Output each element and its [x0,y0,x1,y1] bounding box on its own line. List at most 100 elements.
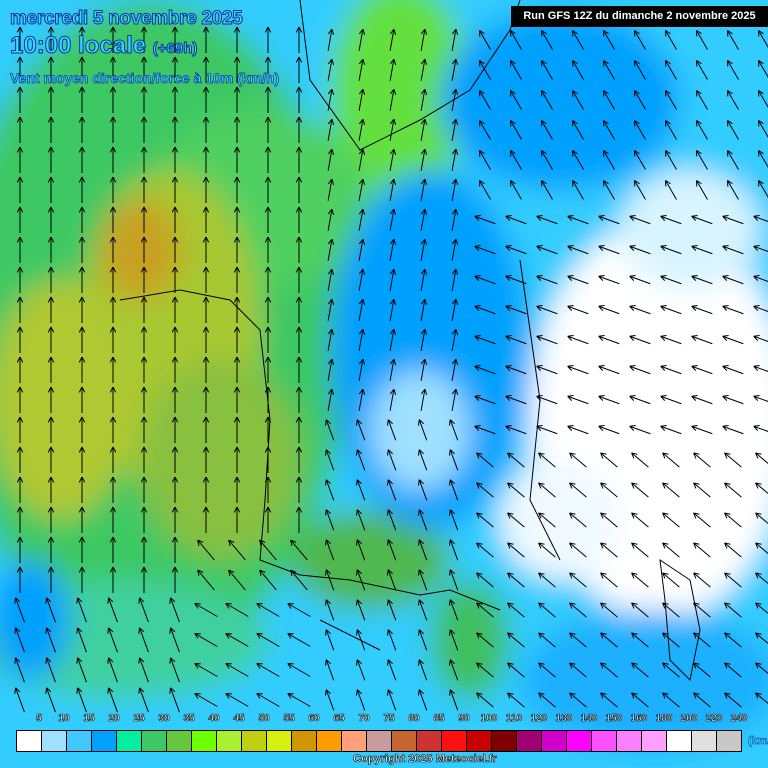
wind-arrow [233,56,241,83]
wind-arrow [510,90,522,110]
wind-arrow [325,629,335,651]
wind-arrow [287,663,311,677]
wind-arrow [449,629,459,651]
wind-arrow [631,632,649,648]
wind-arrow [264,326,272,353]
wind-arrow [567,425,589,435]
wind-arrow [109,206,117,233]
wind-arrow [691,245,713,255]
wind-arrow [476,482,494,498]
legend-label: 200 [680,713,698,725]
wind-arrow [420,298,428,321]
wind-arrow [47,446,55,473]
wind-arrow [567,215,589,225]
legend-label: 5 [36,713,42,725]
wind-arrow [295,86,303,113]
wind-arrow [510,180,522,200]
wind-arrow [109,386,117,413]
wind-arrow [696,150,708,170]
wind-arrow [665,90,677,110]
wind-arrow [358,88,366,111]
wind-arrow [418,569,428,591]
wind-arrow [16,476,24,503]
wind-arrow [724,662,742,678]
wind-arrow [295,116,303,143]
wind-arrow [78,206,86,233]
wind-arrow [634,30,646,50]
legend-label: 90 [458,713,470,725]
wind-arrow [171,386,179,413]
wind-arrow [202,176,210,203]
wind-arrow [140,446,148,473]
wind-arrow [356,689,366,711]
wind-arrow [572,60,584,80]
wind-arrow [356,659,366,681]
legend-swatch [392,731,417,751]
wind-arrow [696,180,708,200]
wind-arrow [753,365,768,372]
legend-swatch [117,731,142,751]
wind-arrow [295,236,303,263]
wind-arrow [171,266,179,293]
wind-arrow [629,425,651,435]
wind-arrow [109,326,117,353]
wind-arrow [538,632,556,648]
wind-arrow [140,386,148,413]
wind-arrow [107,627,118,653]
wind-arrow [693,602,711,618]
legend-swatch [167,731,192,751]
wind-arrow [389,298,397,321]
wind-arrow [451,388,459,411]
wind-arrow [662,662,680,678]
wind-arrow [569,692,587,708]
wind-arrow [600,602,618,618]
wind-arrow [474,245,496,255]
wind-arrow [569,482,587,498]
wind-arrow [598,365,620,375]
legend-swatch [442,731,467,751]
wind-arrow [202,116,210,143]
wind-arrow [536,425,558,435]
wind-arrow [325,449,335,471]
wind-arrow [600,632,618,648]
wind-arrow [691,395,713,405]
wind-arrow [389,88,397,111]
legend-label: 70 [358,713,370,725]
legend-swatch [192,731,217,751]
wind-arrow [755,512,768,525]
wind-arrow [78,506,86,533]
wind-arrow [109,56,117,83]
wind-arrow [287,693,311,707]
wind-arrow [660,305,682,315]
wind-arrow [109,176,117,203]
wind-arrow [264,146,272,173]
wind-arrow [418,419,428,441]
wind-arrow [327,118,335,141]
wind-arrow [295,206,303,233]
wind-arrow [327,208,335,231]
wind-arrow [567,305,589,315]
wind-arrow [233,506,241,533]
wind-arrow [356,629,366,651]
wind-arrow [358,28,366,51]
wind-arrow [660,365,682,375]
wind-arrow [727,180,739,200]
wind-arrow [107,597,118,623]
wind-arrow [420,88,428,111]
wind-arrow [753,425,768,432]
wind-arrow [507,482,525,498]
wind-arrow [140,26,148,53]
legend-label: 40 [208,713,220,725]
legend-label: 140 [580,713,598,725]
wind-arrow [567,365,589,375]
legend-label: 160 [630,713,648,725]
wind-arrow [572,150,584,170]
wind-arrow [389,238,397,261]
wind-arrow [634,90,646,110]
wind-arrow [451,358,459,381]
wind-arrow [233,176,241,203]
wind-arrow [724,632,742,648]
wind-arrow [387,479,397,501]
wind-arrow [474,215,496,225]
wind-arrow [600,572,618,588]
